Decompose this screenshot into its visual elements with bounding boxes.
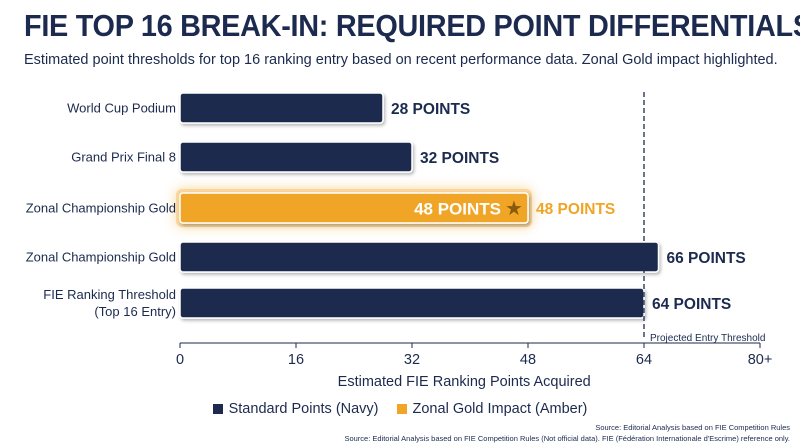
x-tick-label: 48 [520,352,536,368]
x-tick-label: 0 [176,352,184,368]
data-label: 32 POINTS [420,150,499,167]
data-label: 48 POINTS [536,201,615,218]
star-icon: ★ [505,196,523,220]
source-note-2: Source: Editorial Analysis based on FIE … [344,434,790,443]
category-label: Zonal Championship Gold [26,250,176,265]
source-note-1: Source: Editorial Analysis based on FIE … [595,423,790,432]
chart-title: FIE TOP 16 BREAK-IN: REQUIRED POINT DIFF… [24,8,800,43]
x-tick-label: 64 [636,352,652,368]
category-label: World Cup Podium [67,101,176,116]
legend-label-standard: Standard Points (Navy) [228,401,379,417]
x-tick-label: 16 [288,352,304,368]
bar-3 [179,241,660,273]
inner-data-label: 48 POINTS [414,200,501,219]
x-axis-title: Estimated FIE Ranking Points Acquired [338,374,591,390]
category-label: FIE Ranking Threshold (Top 16 Entry) [43,287,176,319]
data-label: 66 POINTS [667,250,746,267]
legend-swatch-navy [212,404,223,414]
bar-2 [179,192,529,224]
data-label: 28 POINTS [391,101,470,118]
x-tick-label: 80+ [748,352,773,368]
category-label: Grand Prix Final 8 [71,150,176,165]
legend-label-amber: Zonal Gold Impact (Amber) [412,401,588,417]
chart-legend: Standard Points (Navy) Zonal Gold Impact… [0,401,800,417]
bar-4 [179,287,645,319]
bar-1 [179,141,413,173]
chart-subtitle: Estimated point thresholds for top 16 ra… [24,52,778,68]
category-label: Zonal Championship Gold [26,201,176,216]
legend-item-amber: Zonal Gold Impact (Amber) [396,401,588,417]
x-tick-label: 32 [404,352,420,368]
data-label: 64 POINTS [652,296,731,313]
bar-0 [179,92,384,124]
reference-line-label: Projected Entry Threshold [650,333,765,344]
legend-item-standard: Standard Points (Navy) [212,401,379,417]
legend-swatch-amber [396,404,407,414]
